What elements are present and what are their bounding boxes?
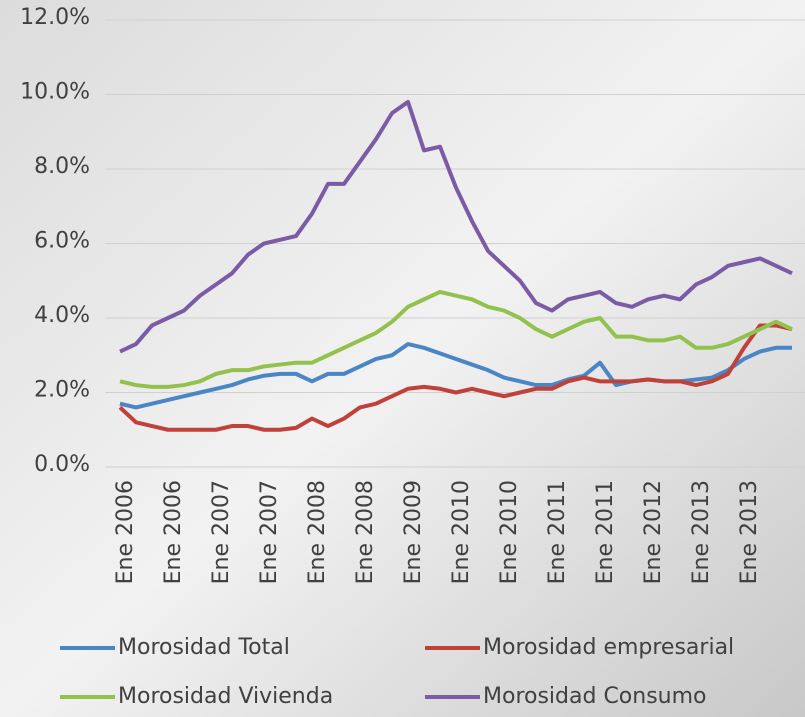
y-tick-label: 12.0% bbox=[20, 5, 90, 30]
legend-label: Morosidad Vivienda bbox=[118, 684, 333, 709]
series-line bbox=[118, 323, 793, 432]
x-tick-label: Ene 2010 bbox=[449, 480, 474, 584]
x-tick-label: Ene 2011 bbox=[545, 480, 570, 584]
series-line bbox=[119, 99, 793, 354]
legend-label: Morosidad Consumo bbox=[483, 684, 707, 709]
x-tick-label: Ene 2006 bbox=[161, 480, 186, 584]
x-tick-label: Ene 2007 bbox=[257, 480, 282, 584]
y-tick-label: 10.0% bbox=[20, 80, 90, 105]
x-tick-label: Ene 2011 bbox=[593, 480, 618, 584]
x-tick-label: Ene 2007 bbox=[209, 480, 234, 584]
legend-label: Morosidad empresarial bbox=[483, 635, 734, 660]
legend-label: Morosidad Total bbox=[118, 635, 290, 660]
x-tick-label: Ene 2009 bbox=[401, 480, 426, 584]
x-tick-label: Ene 2008 bbox=[353, 480, 378, 584]
x-tick-label: Ene 2010 bbox=[497, 480, 522, 584]
series-line bbox=[119, 289, 793, 389]
y-tick-label: 8.0% bbox=[34, 154, 90, 179]
x-tick-label: Ene 2013 bbox=[689, 480, 714, 584]
y-tick-label: 0.0% bbox=[34, 452, 90, 477]
x-tick-label: Ene 2008 bbox=[305, 480, 330, 584]
y-tick-label: 2.0% bbox=[34, 378, 90, 403]
x-tick-label: Ene 2013 bbox=[737, 480, 762, 584]
x-tick-label: Ene 2006 bbox=[113, 480, 138, 584]
y-tick-label: 4.0% bbox=[34, 303, 90, 328]
y-tick-label: 6.0% bbox=[34, 229, 90, 254]
x-tick-label: Ene 2012 bbox=[641, 480, 666, 584]
